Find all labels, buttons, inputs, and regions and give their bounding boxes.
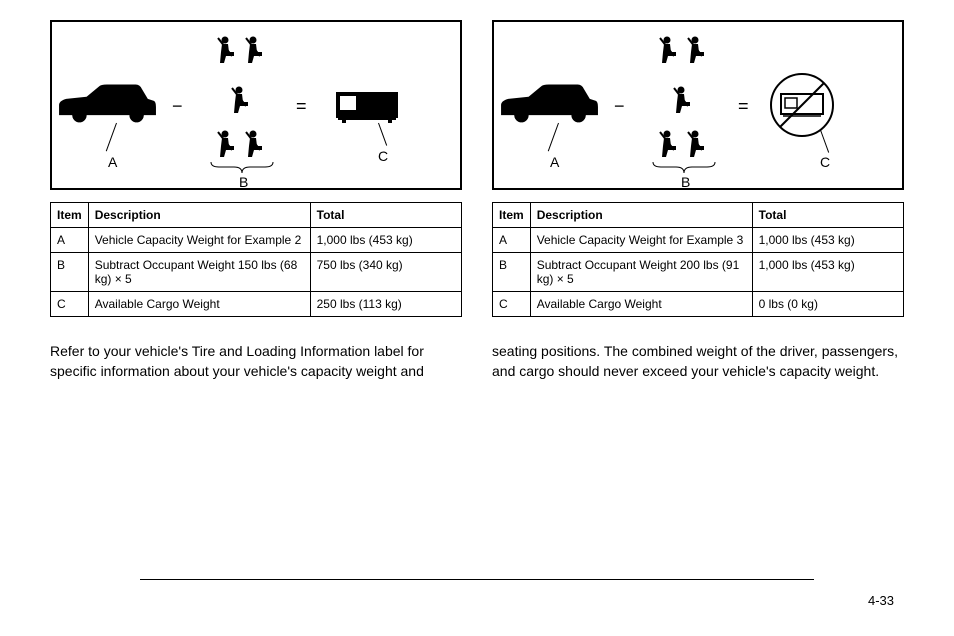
- cell-desc: Subtract Occupant Weight 150 lbs (68 kg)…: [88, 253, 310, 292]
- table-row: C Available Cargo Weight 0 lbs (0 kg): [493, 292, 904, 317]
- cell-desc: Vehicle Capacity Weight for Example 2: [88, 228, 310, 253]
- car-icon: [56, 84, 158, 130]
- minus-sign: −: [172, 96, 183, 117]
- car-icon: [498, 84, 600, 130]
- footer-rule: [140, 579, 814, 580]
- table-row: B Subtract Occupant Weight 200 lbs (91 k…: [493, 253, 904, 292]
- cell-item: C: [51, 292, 89, 317]
- example-2-diagram: A − B =: [50, 20, 462, 190]
- label-c: C: [378, 148, 388, 164]
- label-c: C: [820, 154, 830, 170]
- label-a: A: [550, 154, 559, 170]
- example-3-diagram: A − B =: [492, 20, 904, 190]
- equals-sign: =: [738, 96, 749, 117]
- seat-row-top: [656, 36, 708, 64]
- seat-row-bot: [656, 130, 708, 158]
- seated-person-icon: [214, 36, 238, 64]
- seated-person-icon: [684, 36, 708, 64]
- seated-person-icon: [242, 36, 266, 64]
- brace-icon: [209, 162, 275, 174]
- table-header-row: Item Description Total: [51, 203, 462, 228]
- seated-person-icon: [228, 86, 252, 114]
- cell-item: C: [493, 292, 531, 317]
- cell-item: A: [51, 228, 89, 253]
- seated-person-icon: [242, 130, 266, 158]
- th-desc: Description: [530, 203, 752, 228]
- example-3-column: A − B =: [492, 20, 904, 317]
- cell-item: A: [493, 228, 531, 253]
- example-2-column: A − B =: [50, 20, 462, 317]
- seated-person-icon: [670, 86, 694, 114]
- seat-row-mid: [670, 86, 694, 114]
- th-desc: Description: [88, 203, 310, 228]
- example-3-table: Item Description Total A Vehicle Capacit…: [492, 202, 904, 317]
- cell-desc: Vehicle Capacity Weight for Example 3: [530, 228, 752, 253]
- seated-person-icon: [656, 36, 680, 64]
- cell-desc: Available Cargo Weight: [88, 292, 310, 317]
- pointer-line-c: [378, 123, 387, 146]
- cell-item: B: [51, 253, 89, 292]
- cargo-icon: [334, 88, 400, 124]
- th-item: Item: [493, 203, 531, 228]
- page-columns: A − B =: [0, 0, 954, 317]
- table-row: B Subtract Occupant Weight 150 lbs (68 k…: [51, 253, 462, 292]
- cell-total: 1,000 lbs (453 kg): [752, 228, 903, 253]
- table-header-row: Item Description Total: [493, 203, 904, 228]
- seated-person-icon: [656, 130, 680, 158]
- cell-total: 1,000 lbs (453 kg): [310, 228, 461, 253]
- th-total: Total: [310, 203, 461, 228]
- cell-total: 750 lbs (340 kg): [310, 253, 461, 292]
- cell-item: B: [493, 253, 531, 292]
- seat-row-top: [214, 36, 266, 64]
- table-row: A Vehicle Capacity Weight for Example 3 …: [493, 228, 904, 253]
- minus-sign: −: [614, 96, 625, 117]
- th-total: Total: [752, 203, 903, 228]
- th-item: Item: [51, 203, 89, 228]
- example-2-table: Item Description Total A Vehicle Capacit…: [50, 202, 462, 317]
- body-text: Refer to your vehicle's Tire and Loading…: [0, 341, 954, 387]
- label-a: A: [108, 154, 117, 170]
- brace-icon: [651, 162, 717, 174]
- cell-desc: Available Cargo Weight: [530, 292, 752, 317]
- body-paragraph-1: Refer to your vehicle's Tire and Loading…: [50, 341, 904, 387]
- cell-total: 250 lbs (113 kg): [310, 292, 461, 317]
- cell-desc: Subtract Occupant Weight 200 lbs (91 kg)…: [530, 253, 752, 292]
- table-row: A Vehicle Capacity Weight for Example 2 …: [51, 228, 462, 253]
- no-cargo-icon: [769, 72, 835, 138]
- seated-person-icon: [684, 130, 708, 158]
- label-b: B: [681, 174, 690, 190]
- seat-row-bot: [214, 130, 266, 158]
- cell-total: 1,000 lbs (453 kg): [752, 253, 903, 292]
- page-number: 4-33: [868, 593, 894, 608]
- seated-person-icon: [214, 130, 238, 158]
- seat-row-mid: [228, 86, 252, 114]
- label-b: B: [239, 174, 248, 190]
- cell-total: 0 lbs (0 kg): [752, 292, 903, 317]
- equals-sign: =: [296, 96, 307, 117]
- table-row: C Available Cargo Weight 250 lbs (113 kg…: [51, 292, 462, 317]
